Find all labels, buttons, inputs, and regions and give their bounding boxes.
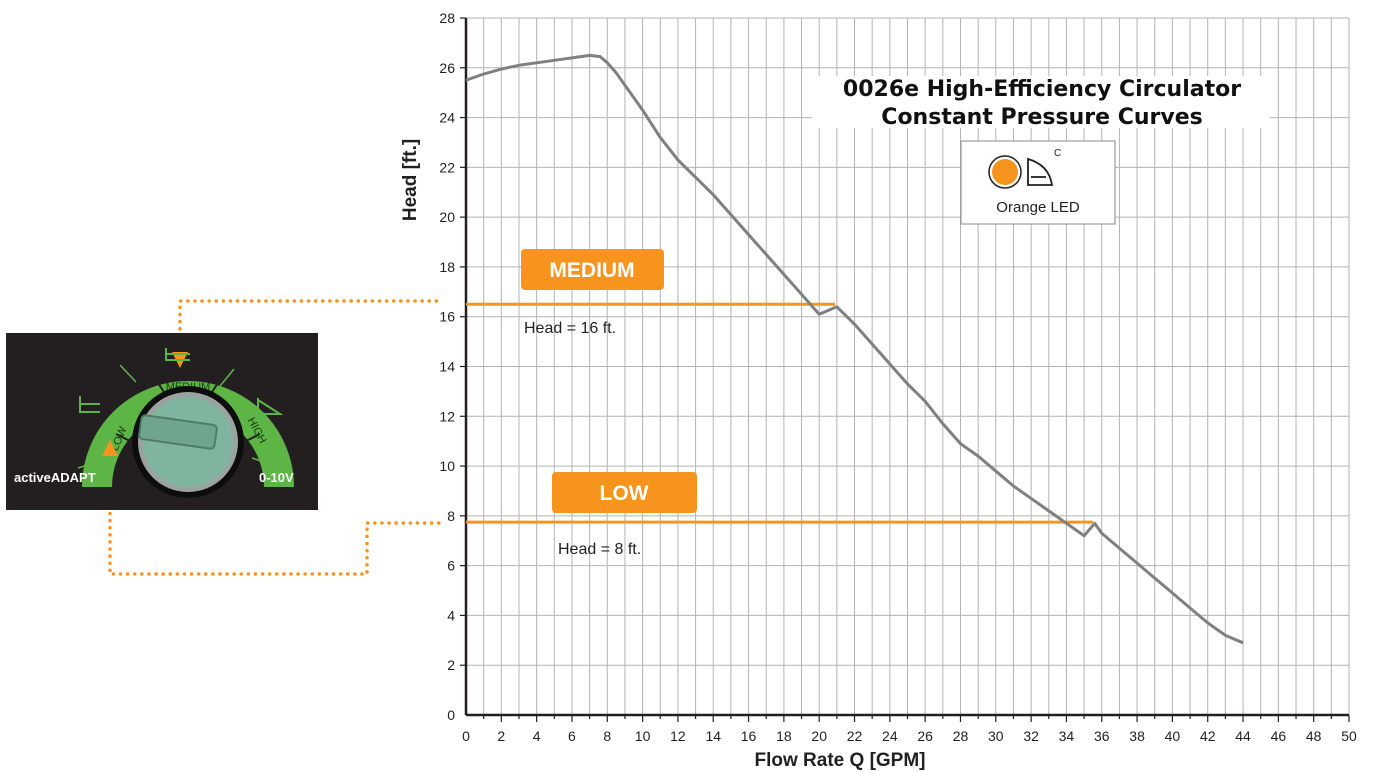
low-badge-label: LOW bbox=[600, 482, 649, 505]
x-tick-label: 42 bbox=[1200, 728, 1216, 744]
x-tick-label: 24 bbox=[882, 728, 898, 744]
y-tick-label: 8 bbox=[447, 508, 455, 524]
x-tick-label: 22 bbox=[847, 728, 863, 744]
y-tick-label: 16 bbox=[439, 309, 455, 325]
constant-pressure-icon bbox=[79, 396, 100, 413]
title-background bbox=[812, 76, 1270, 128]
y-tick-label: 2 bbox=[447, 657, 455, 673]
axes bbox=[460, 17, 1350, 722]
legend-label: Orange LED bbox=[996, 199, 1080, 216]
y-tick-label: 10 bbox=[439, 458, 455, 474]
y-tick-label: 22 bbox=[439, 159, 455, 175]
medium-badge bbox=[521, 249, 664, 290]
low-badge bbox=[552, 472, 697, 513]
medium-head-label: Head = 16 ft. bbox=[524, 320, 616, 337]
y-tick-label: 14 bbox=[439, 359, 455, 375]
setpoints: MEDIUM Head = 16 ft. LOW Head = 8 ft. bbox=[466, 249, 1093, 558]
proportional-pressure-icon bbox=[257, 398, 284, 415]
x-tick-label: 28 bbox=[953, 728, 969, 744]
y-tick-label: 20 bbox=[439, 209, 455, 225]
y-tick-label: 28 bbox=[439, 10, 455, 26]
y-tick-label: 6 bbox=[447, 558, 455, 574]
dial-label-0-10v: 0-10V bbox=[259, 470, 294, 485]
x-tick-label: 16 bbox=[741, 728, 757, 744]
x-tick-label: 14 bbox=[705, 728, 721, 744]
x-tick-label: 26 bbox=[917, 728, 933, 744]
x-tick-label: 18 bbox=[776, 728, 792, 744]
x-tick-label: 6 bbox=[568, 728, 576, 744]
grid bbox=[466, 17, 1350, 715]
dial-mode-icons bbox=[79, 348, 284, 415]
y-tick-label: 18 bbox=[439, 259, 455, 275]
x-tick-labels: 0 2 4 6 8 10 12 14 16 18 20 22 24 26 28 30 32 34 36 38 40 42 4… bbox=[462, 728, 1357, 744]
x-tick-label: 8 bbox=[603, 728, 611, 744]
constant-pressure-medium-icon bbox=[165, 348, 190, 361]
pump-dial-panel: MEDIUM LOW HIGH activeADAPT 0-10V bbox=[6, 333, 318, 510]
y-tick-label: 26 bbox=[439, 60, 455, 76]
x-tick-label: 44 bbox=[1235, 728, 1251, 744]
legend: C Orange LED bbox=[960, 140, 1116, 225]
chart-title: 0026e High-Efficiency Circulator bbox=[843, 77, 1241, 102]
y-tick-label: 24 bbox=[439, 110, 455, 126]
legend-box bbox=[960, 140, 1116, 225]
low-connector bbox=[108, 476, 442, 576]
x-tick-label: 36 bbox=[1094, 728, 1110, 744]
x-tick-label: 12 bbox=[670, 728, 686, 744]
legend-symbol: C bbox=[1054, 148, 1061, 159]
dotted-connectors bbox=[108, 299, 442, 576]
y-tick-label: 4 bbox=[447, 607, 455, 623]
x-tick-label: 2 bbox=[497, 728, 505, 744]
low-pointer-icon bbox=[102, 440, 118, 456]
dial-label-active-adapt: activeADAPT bbox=[14, 470, 96, 485]
x-axis-title: Flow Rate Q [GPM] bbox=[755, 750, 926, 771]
chart-title-group: 0026e High-Efficiency Circulator Constan… bbox=[812, 76, 1270, 130]
x-tick-label: 48 bbox=[1306, 728, 1322, 744]
low-head-label: Head = 8 ft. bbox=[558, 541, 641, 558]
medium-badge-label: MEDIUM bbox=[549, 259, 634, 282]
x-tick-label: 40 bbox=[1165, 728, 1181, 744]
y-tick-label: 0 bbox=[447, 707, 455, 723]
x-tick-label: 20 bbox=[811, 728, 827, 744]
x-tick-label: 50 bbox=[1341, 728, 1357, 744]
chart-subtitle: Constant Pressure Curves bbox=[881, 105, 1202, 130]
medium-connector bbox=[178, 299, 442, 352]
constant-pressure-curve-icon bbox=[1027, 157, 1054, 186]
y-tick-label: 12 bbox=[439, 408, 455, 424]
dial-outer-ticks bbox=[77, 364, 283, 469]
orange-led-icon bbox=[992, 159, 1018, 185]
x-tick-label: 30 bbox=[988, 728, 1004, 744]
y-axis-title: Head [ft.] bbox=[400, 139, 421, 221]
x-tick-label: 4 bbox=[533, 728, 541, 744]
x-tick-label: 10 bbox=[635, 728, 651, 744]
x-tick-label: 46 bbox=[1271, 728, 1287, 744]
x-tick-label: 0 bbox=[462, 728, 470, 744]
x-tick-label: 32 bbox=[1023, 728, 1039, 744]
pump-curve-line bbox=[465, 53, 1244, 645]
x-tick-label: 38 bbox=[1129, 728, 1145, 744]
knob-slot bbox=[138, 414, 218, 450]
x-tick-label: 34 bbox=[1059, 728, 1075, 744]
